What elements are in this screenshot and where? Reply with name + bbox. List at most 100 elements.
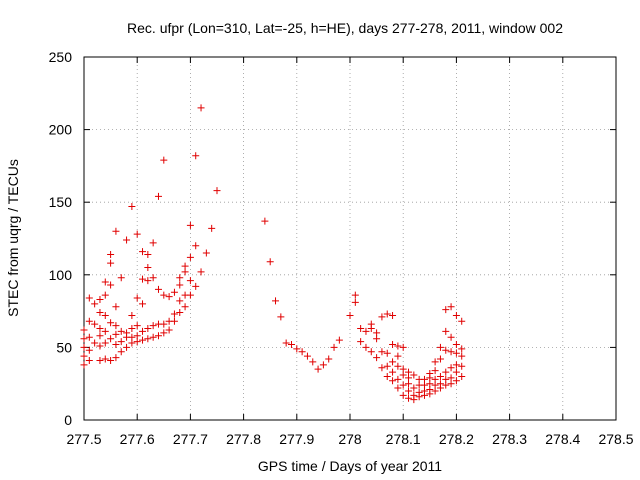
data-point <box>107 259 115 267</box>
data-point <box>442 346 450 354</box>
data-point <box>197 104 205 112</box>
data-point <box>176 309 184 317</box>
data-point <box>144 264 152 272</box>
data-point <box>80 343 88 351</box>
data-point <box>351 291 359 299</box>
data-point <box>399 365 407 373</box>
data-point <box>314 365 322 373</box>
data-point <box>117 274 125 282</box>
data-point <box>458 352 466 360</box>
data-point <box>452 340 460 348</box>
data-point <box>112 354 120 362</box>
data-point <box>362 343 370 351</box>
x-tick-label: 278.4 <box>545 431 580 447</box>
data-point <box>139 248 147 256</box>
data-point <box>335 336 343 344</box>
data-point <box>112 227 120 235</box>
x-tick-label: 277.7 <box>173 431 208 447</box>
data-point <box>389 358 397 366</box>
data-point <box>357 338 365 346</box>
data-point <box>133 294 141 302</box>
x-tick-label: 278 <box>338 431 362 447</box>
data-point <box>165 293 173 301</box>
data-point <box>101 278 109 286</box>
data-point <box>442 375 450 383</box>
data-point <box>85 356 93 364</box>
data-point <box>123 236 131 244</box>
data-point <box>149 333 157 341</box>
data-point <box>186 221 194 229</box>
data-point <box>389 340 397 348</box>
data-point <box>420 375 428 383</box>
data-point <box>149 322 157 330</box>
data-point <box>186 253 194 261</box>
grid-lines <box>84 57 616 420</box>
data-point <box>405 387 413 395</box>
data-point <box>447 374 455 382</box>
data-point <box>112 340 120 348</box>
data-point <box>458 362 466 370</box>
data-point <box>128 311 136 319</box>
data-point <box>144 335 152 343</box>
data-point <box>85 333 93 341</box>
data-point <box>303 352 311 360</box>
data-point <box>452 368 460 376</box>
x-tick-label: 278.3 <box>492 431 527 447</box>
data-point <box>144 325 152 333</box>
data-point <box>447 333 455 341</box>
data-point <box>272 297 280 305</box>
data-point <box>383 310 391 318</box>
data-point <box>394 384 402 392</box>
data-point <box>128 325 136 333</box>
data-point <box>357 325 365 333</box>
data-point <box>208 224 216 232</box>
x-tick-labels: 277.5 277.6 277.7 277.8 277.9 278 278.1 278.2 27… <box>66 431 633 447</box>
data-point <box>309 358 317 366</box>
y-axis-label: STEC from uqrg / TECUs <box>5 159 21 317</box>
data-point <box>410 384 418 392</box>
data-point <box>123 329 131 337</box>
data-point <box>186 277 194 285</box>
data-point <box>80 335 88 343</box>
data-point <box>128 333 136 341</box>
data-point <box>378 313 386 321</box>
data-point <box>410 371 418 379</box>
data-point <box>144 250 152 258</box>
data-point <box>202 249 210 257</box>
data-point <box>149 274 157 282</box>
data-point <box>139 327 147 335</box>
x-tick-label: 277.9 <box>279 431 314 447</box>
data-point <box>112 330 120 338</box>
data-point <box>112 322 120 330</box>
data-point <box>436 380 444 388</box>
data-point <box>447 348 455 356</box>
data-point <box>96 356 104 364</box>
data-point <box>415 388 423 396</box>
x-tick-label: 278.5 <box>598 431 633 447</box>
data-point <box>144 277 152 285</box>
data-point <box>149 239 157 247</box>
data-point <box>80 352 88 360</box>
data-point <box>389 311 397 319</box>
data-point <box>160 320 168 328</box>
data-point <box>458 345 466 353</box>
data-point <box>107 250 115 258</box>
data-points <box>80 104 466 404</box>
axis-ticks <box>83 56 617 421</box>
data-point <box>431 375 439 383</box>
data-point <box>383 362 391 370</box>
data-point <box>80 361 88 369</box>
data-point <box>394 375 402 383</box>
data-point <box>389 368 397 376</box>
data-point <box>277 313 285 321</box>
data-point <box>186 291 194 299</box>
data-point <box>85 294 93 302</box>
data-point <box>85 317 93 325</box>
data-point <box>117 348 125 356</box>
data-point <box>117 327 125 335</box>
data-point <box>383 372 391 380</box>
data-point <box>96 342 104 350</box>
data-point <box>351 298 359 306</box>
data-point <box>394 352 402 360</box>
